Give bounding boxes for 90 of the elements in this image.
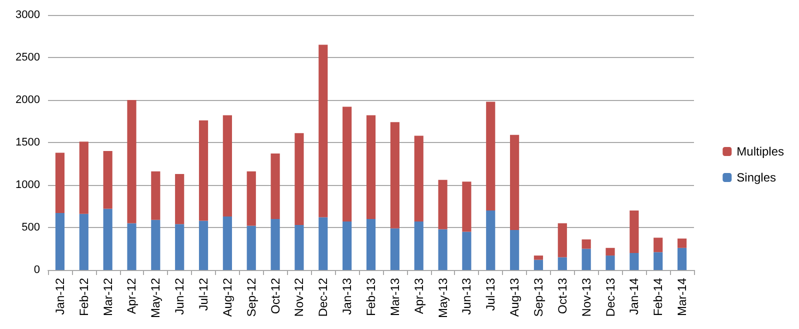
bar	[55, 152, 65, 214]
bar	[246, 226, 256, 270]
x-tick-label: Mar-13	[388, 278, 402, 316]
bar	[462, 182, 472, 232]
bar	[630, 210, 639, 253]
x-tick-label: Aug-13	[508, 278, 522, 317]
y-tick-label: 1000	[16, 179, 40, 191]
x-tick-label: Aug-12	[220, 278, 234, 317]
bar	[318, 44, 328, 218]
bar	[270, 219, 280, 270]
bar	[151, 171, 160, 220]
bar	[438, 180, 448, 230]
x-tick-label: Oct-12	[268, 278, 282, 314]
y-tick-label: 3000	[16, 9, 40, 21]
bar	[318, 217, 328, 270]
x-tick-label: Jan-13	[340, 278, 354, 315]
x-tick-label: Feb-12	[76, 278, 91, 316]
x-tick-label: May-12	[148, 278, 163, 318]
x-tick-label: Dec-13	[603, 278, 618, 317]
bar	[390, 122, 400, 228]
x-tick-label: Jul-12	[196, 278, 211, 311]
bar	[366, 115, 376, 219]
legend-label: Singles	[736, 170, 776, 184]
x-tick-label: Mar-14	[675, 278, 690, 316]
bar	[342, 222, 352, 270]
bar	[677, 248, 687, 270]
bar	[462, 232, 472, 270]
bar	[294, 133, 304, 225]
x-tick-label: Jun-12	[172, 278, 187, 315]
x-tick-label: Jan-12	[52, 278, 67, 315]
x-tick-label: Feb-14	[651, 278, 666, 316]
x-tick-label: Dec-12	[316, 278, 330, 317]
bar	[558, 257, 567, 270]
bar	[414, 222, 424, 270]
bar	[175, 224, 184, 270]
bar	[198, 120, 208, 221]
x-tick-label: Feb-13	[364, 278, 378, 316]
x-tick-label: Nov-12	[292, 278, 306, 317]
bar	[654, 252, 663, 270]
bar	[294, 224, 304, 270]
bar	[198, 220, 208, 270]
x-tick-label: Oct-13	[555, 278, 570, 314]
bar	[366, 219, 376, 270]
x-tick-label: May-13	[436, 278, 450, 318]
x-tick-label: Apr-12	[124, 278, 139, 314]
bar	[103, 151, 112, 209]
x-tick-label: Sep-13	[531, 278, 546, 317]
bar	[127, 223, 136, 270]
bar	[222, 115, 232, 216]
x-tick-label: Jul-13	[484, 278, 498, 311]
bar	[486, 210, 496, 270]
bar	[606, 248, 615, 256]
bar	[558, 223, 567, 258]
bar	[270, 154, 280, 219]
x-tick-label: Mar-12	[100, 278, 115, 316]
bar	[390, 228, 400, 270]
bar	[534, 260, 544, 270]
bar	[175, 174, 184, 224]
y-tick-label: 1500	[16, 136, 40, 148]
y-tick-label: 2000	[16, 94, 40, 106]
bar	[246, 171, 256, 226]
bar	[534, 256, 544, 260]
x-tick-label: Sep-12	[244, 278, 258, 317]
bar	[606, 256, 615, 270]
x-tick-label: Jan-14	[627, 278, 642, 315]
bar	[127, 100, 136, 224]
bar	[582, 248, 591, 270]
x-tick-label: Jun-13	[460, 278, 474, 315]
bar	[79, 214, 88, 270]
bar	[151, 220, 160, 270]
bar	[55, 213, 65, 270]
y-tick-label: 2500	[16, 52, 40, 64]
legend-label: Multiples	[736, 144, 784, 158]
bar	[342, 106, 352, 222]
bar	[103, 208, 112, 270]
bar	[414, 136, 424, 222]
x-tick-label: Apr-13	[412, 278, 426, 314]
x-tick-label: Nov-13	[579, 278, 594, 317]
bar	[438, 229, 448, 270]
y-tick-label: 500	[22, 222, 40, 234]
y-tick-label: 0	[34, 264, 40, 276]
bar	[510, 134, 520, 230]
bar	[630, 253, 639, 270]
bar	[654, 238, 663, 252]
bar	[486, 102, 496, 210]
bar	[79, 142, 88, 214]
bar	[677, 238, 687, 248]
bar	[222, 216, 232, 270]
bar	[510, 230, 520, 270]
bar	[582, 239, 591, 249]
